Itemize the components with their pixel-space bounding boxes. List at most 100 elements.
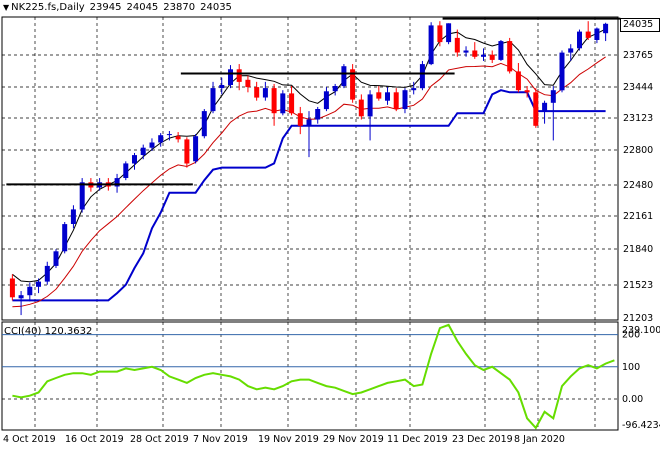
candle-body[interactable] [219, 85, 225, 89]
candle-body[interactable] [559, 52, 565, 91]
candle-body[interactable] [9, 278, 15, 298]
candle-body[interactable] [585, 31, 591, 38]
time-axis-label: 16 Oct 2019 [65, 434, 124, 445]
candle-body[interactable] [550, 90, 556, 103]
time-axis-label: 19 Nov 2019 [258, 434, 319, 445]
candle-body[interactable] [306, 119, 312, 126]
candle-body[interactable] [437, 25, 443, 43]
candle-body[interactable] [323, 91, 329, 110]
candle-body[interactable] [27, 286, 33, 296]
candle-body[interactable] [446, 23, 452, 43]
candle-body[interactable] [385, 92, 390, 101]
candle-body[interactable] [114, 178, 120, 187]
candle-body[interactable] [524, 90, 530, 93]
price-axis-label: 21203 [623, 313, 653, 324]
candle-body[interactable] [603, 23, 609, 34]
time-axis-label: 29 Nov 2019 [323, 434, 384, 445]
candle-body[interactable] [166, 134, 172, 136]
candle-body[interactable] [533, 92, 539, 126]
candle-body[interactable] [594, 28, 600, 41]
time-axis-label: 11 Dec 2019 [387, 434, 448, 445]
price-axis-label: 22800 [623, 145, 653, 156]
candle-body[interactable] [315, 109, 321, 120]
candle-body[interactable] [419, 64, 425, 89]
close-value: 24035 [200, 2, 232, 13]
candle-body[interactable] [481, 54, 486, 57]
candle-body[interactable] [79, 182, 85, 210]
candle-body[interactable] [515, 71, 521, 91]
candle-body[interactable] [236, 69, 242, 82]
candle-body[interactable] [542, 102, 548, 112]
symbol-header: ▼ NK225.fs,Daily 23945 24045 23870 24035 [3, 2, 232, 13]
candle-body[interactable] [53, 251, 59, 266]
candle-body[interactable] [18, 295, 24, 299]
time-axis-label: 7 Nov 2019 [193, 434, 248, 445]
time-axis-label: 8 Jan 2020 [514, 434, 565, 445]
collapse-arrow-icon[interactable]: ▼ [3, 3, 10, 12]
high-value: 24045 [126, 2, 159, 13]
cci-panel-frame [1, 321, 619, 431]
price-axis-label: 23765 [623, 50, 653, 61]
candle-body[interactable] [297, 113, 303, 126]
cci-line [12, 323, 615, 430]
candle-body[interactable] [463, 50, 469, 53]
candle-body[interactable] [149, 142, 155, 148]
price-panel-frame [1, 16, 619, 321]
cci-axis-label: 239.1008 [622, 325, 660, 336]
candle-body[interactable] [254, 87, 260, 98]
candle-body[interactable] [350, 69, 356, 100]
candle-body[interactable] [271, 88, 277, 114]
cci-axis-label: 200 [622, 330, 640, 341]
time-axis-label: 28 Oct 2019 [130, 434, 189, 445]
candle-body[interactable] [428, 25, 434, 65]
price-axis-label: 21523 [623, 280, 653, 291]
open-value: 23945 [89, 2, 122, 13]
candle-body[interactable] [184, 139, 190, 164]
candle-body[interactable] [376, 92, 382, 99]
cci-axis-label: 100 [622, 362, 640, 373]
candle-body[interactable] [507, 41, 513, 72]
candle-body[interactable] [140, 147, 146, 155]
candle-body[interactable] [210, 88, 216, 112]
price-axis-label: 23123 [623, 113, 653, 124]
candle-body[interactable] [193, 136, 199, 162]
candle-body[interactable] [358, 99, 364, 117]
candle-body[interactable] [36, 281, 41, 287]
candle-body[interactable] [498, 41, 504, 60]
current-price-badge: 24035 [620, 18, 660, 32]
candle-body[interactable] [132, 155, 137, 164]
candle-body[interactable] [289, 93, 295, 114]
candle-body[interactable] [393, 92, 399, 109]
candle-body[interactable] [402, 90, 408, 109]
candle-body[interactable] [44, 265, 50, 282]
candle-body[interactable] [367, 94, 373, 117]
low-value: 23870 [163, 2, 196, 13]
candle-body[interactable] [489, 54, 495, 60]
candle-body[interactable] [472, 50, 478, 57]
candle-body[interactable] [62, 224, 68, 252]
candle-body[interactable] [228, 69, 233, 85]
price-axis-label: 23444 [623, 82, 653, 93]
candle-body[interactable] [332, 86, 338, 92]
candle-body[interactable] [411, 88, 417, 91]
candle-body[interactable] [262, 88, 268, 98]
cci-axis-label: 0.00 [622, 394, 643, 405]
candle-body[interactable] [341, 66, 347, 87]
candle-body[interactable] [123, 163, 129, 178]
candle-body[interactable] [175, 136, 181, 140]
candle-body[interactable] [201, 111, 207, 137]
candle-body[interactable] [245, 79, 251, 88]
candle-body[interactable] [70, 209, 76, 224]
candle-body[interactable] [568, 48, 574, 53]
symbol-name: NK225.fs,Daily [11, 2, 85, 13]
price-axis-label: 22161 [623, 211, 653, 222]
price-axis-label: 22480 [623, 180, 653, 191]
cci-indicator-label: CCI(40) 120.3632 [4, 326, 93, 337]
candle-body[interactable] [158, 135, 164, 143]
candle-body[interactable] [577, 31, 582, 49]
candle-body[interactable] [280, 93, 286, 114]
candle-body[interactable] [454, 37, 460, 53]
